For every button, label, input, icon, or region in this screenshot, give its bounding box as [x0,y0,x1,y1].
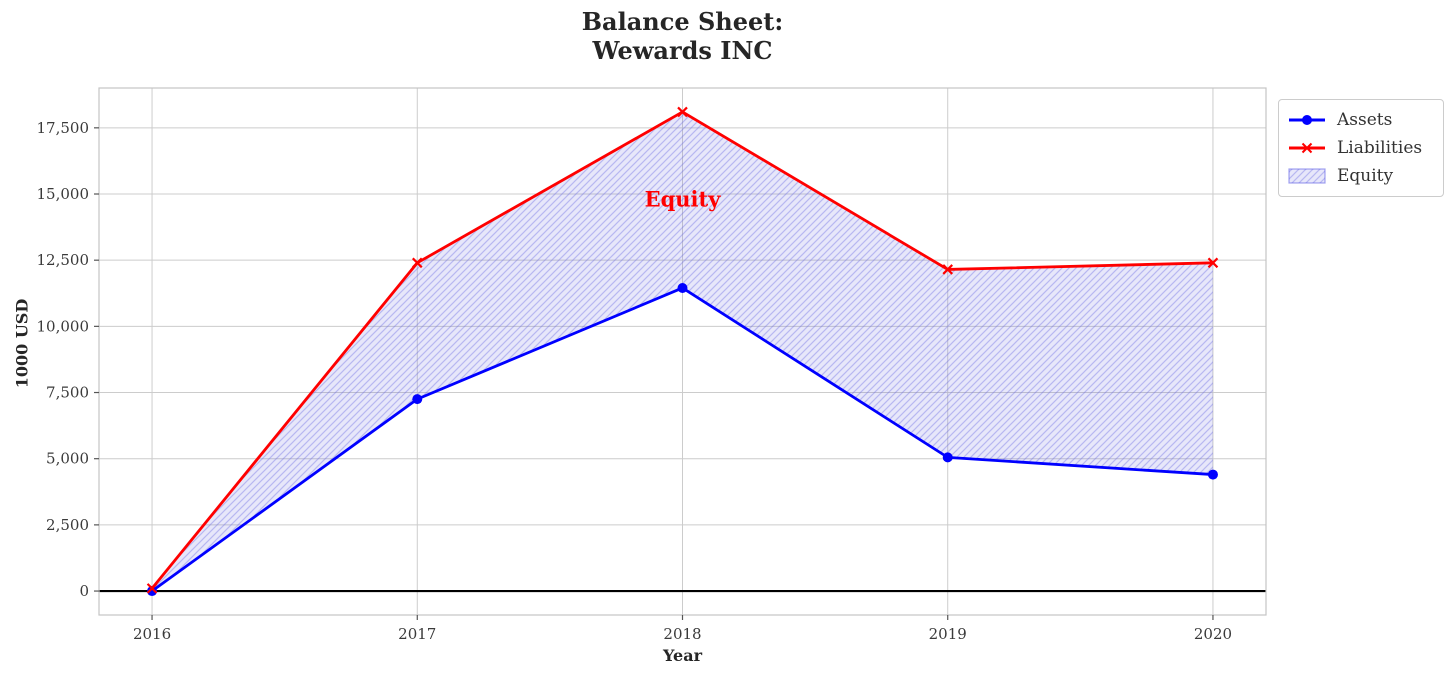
legend-item-liabilities: Liabilities [1287,134,1435,162]
assets-marker [147,586,158,597]
x-tick-label: 2017 [398,625,436,643]
y-tick-label: 2,500 [46,516,89,534]
liabilities-marker [942,264,954,275]
y-tick-label: 7,500 [46,384,89,402]
y-tick-label: 15,000 [37,185,90,203]
y-tick-label: 12,500 [37,251,90,269]
equity-fill-area [152,111,1213,592]
equity-area-annotation: Equity [644,186,721,212]
liabilities-line-icon [1289,142,1325,154]
x-tick-label: 2016 [133,625,171,643]
legend-label-equity: Equity [1337,166,1394,186]
legend-label-assets: Assets [1337,110,1393,130]
y-axis-label: 1000 USD [12,298,32,389]
x-tick-label: 2020 [1194,625,1232,643]
liabilities-marker [411,257,423,269]
legend: Assets Liabilities Equity [1278,99,1444,197]
liabilities-marker [146,583,158,594]
assets-marker [677,282,688,293]
liabilities-marker [677,106,688,118]
y-tick-label: 17,500 [37,119,90,137]
legend-label-liabilities: Liabilities [1337,138,1423,158]
assets-marker [1207,469,1218,480]
y-tick-label: 5,000 [46,450,89,468]
liabilities-marker [1207,257,1219,269]
x-axis-label: Year [662,646,702,665]
assets-marker [412,394,423,405]
x-tick-label: 2019 [929,625,967,643]
assets-marker [942,452,953,463]
legend-item-equity: Equity [1287,162,1435,190]
legend-item-assets: Assets [1287,106,1435,134]
x-tick-label: 2018 [663,625,701,643]
y-tick-label: 0 [79,582,89,600]
y-tick-label: 10,000 [37,317,90,335]
chart-title: Balance Sheet: Wewards INC [581,7,784,65]
assets-line-icon [1289,115,1325,125]
equity-swatch-icon [1288,168,1326,184]
